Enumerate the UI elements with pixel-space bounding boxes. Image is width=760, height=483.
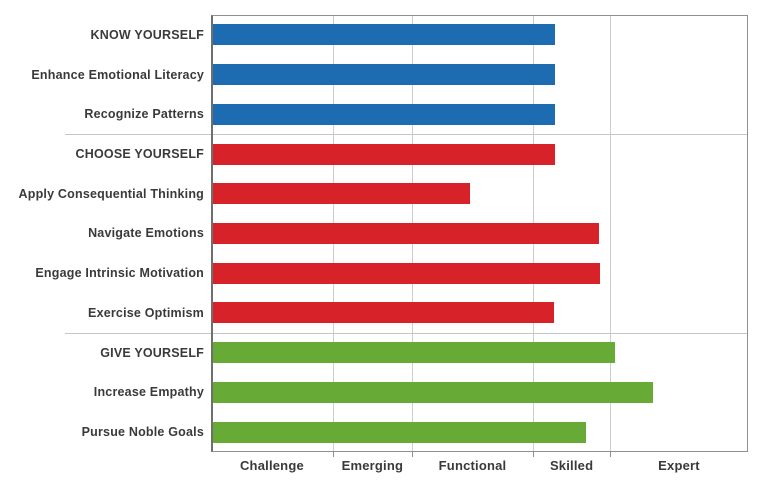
row-label-pursue-noble-goals: Pursue Noble Goals <box>81 425 204 440</box>
row-label-give-yourself: GIVE YOURSELF <box>100 345 204 360</box>
section-divider <box>65 333 748 334</box>
bar-enhance-emotional-literacy <box>213 64 555 86</box>
bar-choose-yourself <box>213 143 556 165</box>
zone-boundary-gridline <box>609 16 611 451</box>
x-axis-label-emerging: Emerging <box>341 458 404 473</box>
section-divider <box>65 134 748 135</box>
row-label-know-yourself: KNOW YOURSELF <box>90 27 204 42</box>
row-label-recognize-patterns: Recognize Patterns <box>84 107 204 122</box>
x-axis-label-functional: Functional <box>438 458 507 473</box>
row-label-navigate-emotions: Navigate Emotions <box>88 226 204 241</box>
bar-engage-intrinsic-motivation <box>213 262 600 284</box>
bar-increase-empathy <box>213 381 653 403</box>
bar-give-yourself <box>213 342 615 364</box>
bar-exercise-optimism <box>213 302 555 324</box>
x-axis-label-expert: Expert <box>658 458 700 473</box>
x-axis-tick <box>609 452 611 457</box>
bar-navigate-emotions <box>213 223 600 244</box>
row-label-choose-yourself: CHOOSE YOURSELF <box>75 147 204 162</box>
row-label-enhance-emotional-literacy: Enhance Emotional Literacy <box>31 67 204 82</box>
bar-pursue-noble-goals <box>213 421 586 443</box>
row-label-increase-empathy: Increase Empathy <box>93 385 204 400</box>
bar-know-yourself <box>213 24 555 46</box>
bar-recognize-patterns <box>213 103 556 125</box>
x-axis-label-skilled: Skilled <box>549 458 594 473</box>
bar-apply-consequential-thinking <box>213 183 470 205</box>
x-axis-label-challenge: Challenge <box>239 458 304 473</box>
row-label-apply-consequential-thinking: Apply Consequential Thinking <box>18 186 204 201</box>
x-axis-tick <box>411 452 413 457</box>
row-label-exercise-optimism: Exercise Optimism <box>88 305 204 320</box>
x-axis-tick <box>332 452 334 457</box>
x-axis-tick <box>533 452 535 457</box>
row-label-engage-intrinsic-motivation: Engage Intrinsic Motivation <box>35 266 204 281</box>
